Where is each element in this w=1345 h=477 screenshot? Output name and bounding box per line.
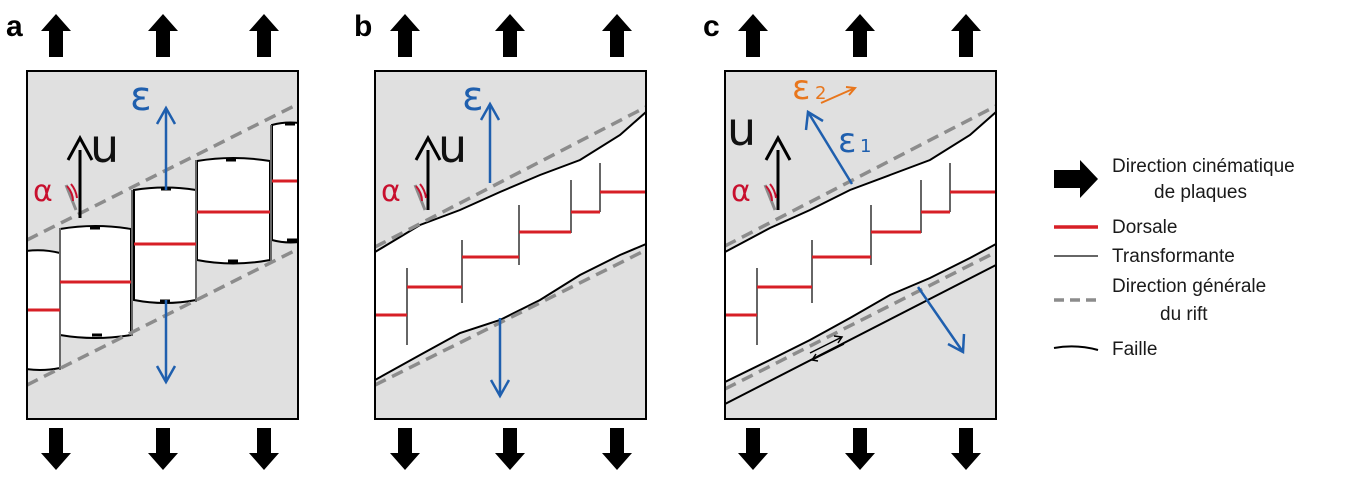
strain1-arrow bbox=[804, 109, 966, 355]
ridge-segments bbox=[27, 179, 298, 312]
angle-label: α bbox=[33, 174, 53, 209]
rift-opening bbox=[375, 112, 646, 380]
panel-label-c: c bbox=[703, 10, 720, 43]
plate-arrows-top bbox=[390, 14, 632, 57]
strain1-subscript: 1 bbox=[860, 136, 871, 157]
angle-marker bbox=[763, 183, 777, 211]
strain2-subscript: 2 bbox=[815, 83, 826, 104]
plate-arrows-bottom bbox=[738, 428, 981, 470]
velocity-arrow bbox=[66, 134, 94, 218]
legend-fault: Faille bbox=[1053, 339, 1157, 360]
plate-arrows-bottom bbox=[41, 428, 279, 470]
legend: Direction cinématique de plaques Dorsale… bbox=[1053, 156, 1295, 360]
rift-trend-lines bbox=[27, 102, 298, 387]
plate-arrows-top bbox=[41, 14, 279, 57]
fault-line bbox=[725, 264, 996, 405]
shear-sense-arrows bbox=[809, 335, 845, 362]
angle-marker bbox=[64, 183, 78, 211]
fault-swatch bbox=[1053, 345, 1099, 351]
angle-marker bbox=[413, 183, 427, 211]
panel-c: c bbox=[703, 10, 997, 470]
transform-faults bbox=[406, 163, 601, 345]
legend-rift-trend-line1: Direction générale bbox=[1112, 276, 1266, 297]
transform-faults bbox=[756, 163, 951, 345]
velocity-arrow bbox=[414, 134, 442, 210]
strain1-label: ε bbox=[838, 121, 856, 161]
legend-rift-trend-line2: du rift bbox=[1160, 304, 1208, 325]
velocity-label: u bbox=[727, 102, 756, 156]
panel-label-a: a bbox=[6, 10, 23, 43]
rift-trend-lines bbox=[375, 105, 646, 387]
legend-rift-trend: Direction générale du rift bbox=[1054, 276, 1266, 325]
legend-transform-label: Transformante bbox=[1112, 246, 1235, 267]
legend-fault-label: Faille bbox=[1112, 339, 1157, 360]
plate-arrows-bottom bbox=[390, 428, 632, 470]
velocity-label: u bbox=[438, 119, 467, 173]
strain-arrow bbox=[479, 101, 511, 399]
rift-trend-lines bbox=[725, 104, 996, 391]
legend-transform: Transformante bbox=[1054, 246, 1235, 267]
angle-label: α bbox=[731, 174, 751, 209]
panel-label-b: b bbox=[354, 10, 372, 43]
velocity-arrow bbox=[764, 134, 792, 210]
plate-motion-arrow-icon bbox=[1054, 160, 1098, 198]
rift-opening bbox=[725, 112, 996, 382]
panel-c-frame bbox=[724, 70, 997, 420]
panel-b-frame bbox=[374, 70, 647, 420]
ridge-segments bbox=[375, 190, 646, 317]
panel-a-frame bbox=[26, 70, 299, 420]
panel-a: a bbox=[6, 10, 299, 470]
plate-arrows-top bbox=[738, 14, 981, 57]
legend-plate-motion-line2: de plaques bbox=[1154, 182, 1247, 203]
velocity-label: u bbox=[90, 119, 119, 173]
angle-label: α bbox=[381, 174, 401, 209]
legend-plate-motion-line1: Direction cinématique bbox=[1112, 156, 1295, 177]
strain-arrow bbox=[155, 105, 177, 385]
transform-faults bbox=[59, 125, 272, 370]
panel-b: b bbox=[354, 10, 647, 470]
strain-label: ε bbox=[462, 74, 484, 120]
legend-ridge-label: Dorsale bbox=[1112, 217, 1177, 238]
ridge-segments bbox=[725, 190, 996, 317]
legend-plate-motion: Direction cinématique de plaques bbox=[1054, 156, 1295, 203]
strain2-label: ε bbox=[792, 68, 810, 108]
strain-label: ε bbox=[130, 74, 152, 120]
legend-ridge: Dorsale bbox=[1054, 217, 1177, 238]
strain2-arrow bbox=[820, 86, 857, 104]
